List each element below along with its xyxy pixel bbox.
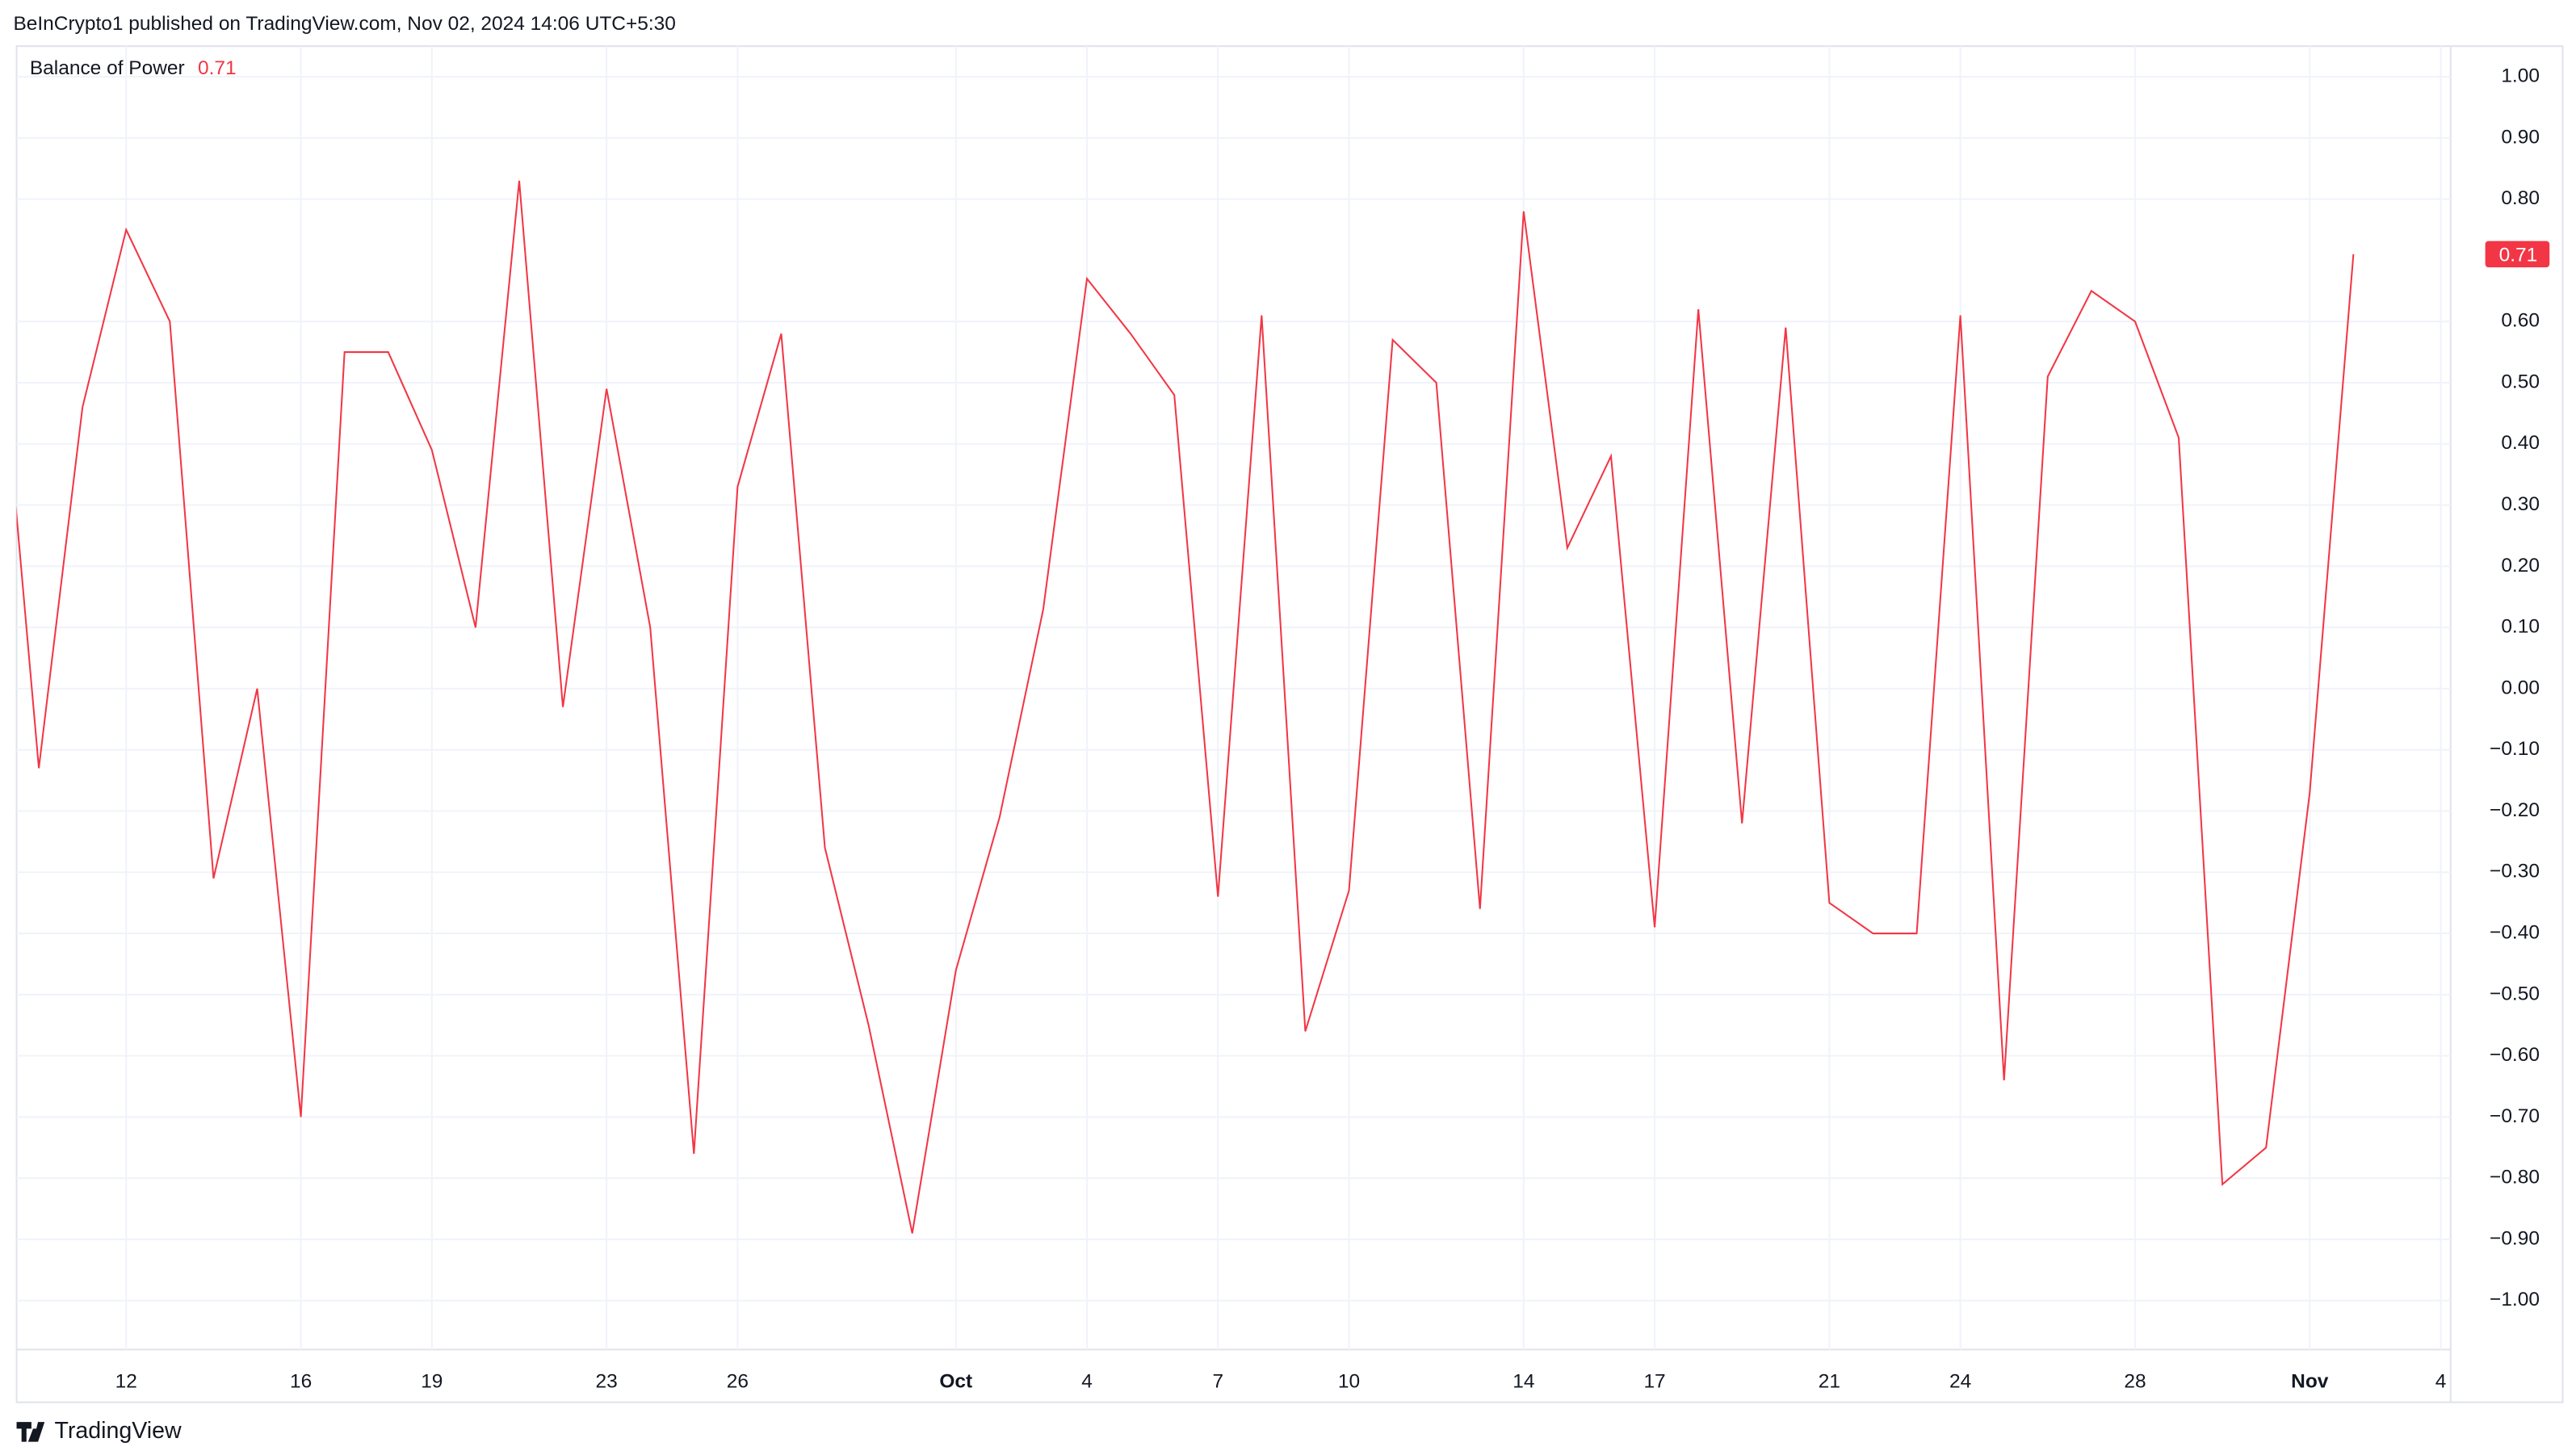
y-tick-label: −0.80 [2490,1167,2540,1189]
brand: TradingView [16,1418,182,1444]
plot-area [16,180,2355,1234]
x-tick-label: 4 [1081,1371,1093,1393]
y-tick-label: −0.20 [2490,799,2540,821]
publish-header: BeInCrypto1 published on TradingView.com… [13,13,675,35]
y-tick-label: −1.00 [2490,1289,2540,1310]
x-tick-label: 4 [2435,1371,2447,1393]
y-tick-label: 0.20 [2501,555,2540,577]
x-tick-label: 7 [1212,1371,1223,1393]
brand-name: TradingView [54,1418,182,1444]
grid [16,46,2451,1350]
y-tick-label: −0.70 [2490,1105,2540,1127]
x-tick-label: 24 [1949,1371,1971,1393]
y-tick-label: 0.40 [2501,432,2540,454]
last-value-badge [2485,241,2550,268]
y-tick-label: 0.30 [2501,493,2540,515]
x-tick-label: 16 [290,1371,312,1393]
series-line [16,180,2355,1234]
y-tick-label: 0.10 [2501,616,2540,638]
last-value-label: 0.71 [2499,244,2538,266]
x-tick-label: 17 [1643,1371,1665,1393]
y-tick-label: 0.80 [2501,187,2540,209]
x-tick-label: 21 [1819,1371,1840,1393]
x-tick-label: 14 [1512,1371,1534,1393]
y-tick-label: 0.90 [2501,126,2540,148]
axis-labels: 1.00 0.90 0.80 0.60 0.50 0.40 0.30 0.20 0.10 0.00… [115,65,2550,1393]
x-tick-label: 10 [1338,1371,1360,1393]
indicator-name: Balance of Power [30,57,185,79]
y-tick-label: −0.60 [2490,1044,2540,1066]
x-tick-label: 19 [421,1371,443,1393]
x-tick-label: 12 [115,1371,137,1393]
chart-frame [15,45,2564,1403]
y-tick-label: −0.50 [2490,983,2540,1004]
indicator-value: 0.71 [198,57,237,79]
x-tick-label: 26 [727,1371,749,1393]
y-tick-label: −0.10 [2490,738,2540,760]
y-tick-label: −0.90 [2490,1227,2540,1249]
y-tick-label: 0.00 [2501,677,2540,698]
y-tick-label: −0.40 [2490,922,2540,944]
x-tick-label: 23 [596,1371,618,1393]
x-tick-label: Oct [939,1371,972,1393]
y-tick-label: −0.30 [2490,861,2540,883]
y-tick-label: 1.00 [2501,65,2540,87]
y-tick-label: 0.60 [2501,310,2540,332]
brand-logo [16,1422,45,1442]
x-tick-label: 28 [2124,1371,2146,1393]
x-tick-label: Nov [2291,1371,2329,1393]
y-tick-label: 0.50 [2501,371,2540,392]
